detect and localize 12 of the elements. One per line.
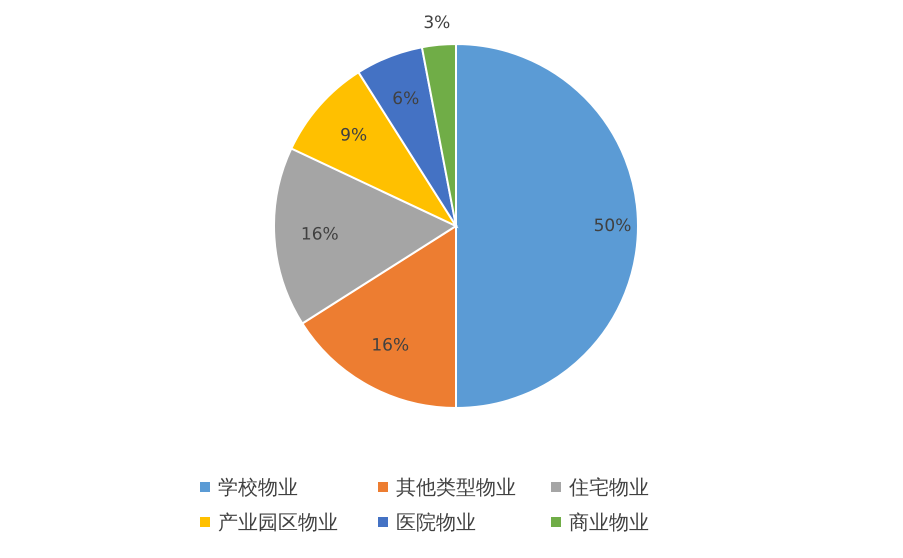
data-label: 16% [371,336,410,356]
legend-label: 其他类型物业 [396,475,516,499]
legend-label: 住宅物业 [568,475,649,499]
legend-label: 学校物业 [218,475,298,499]
data-label: 3% [423,13,450,34]
data-label: 16% [300,224,339,245]
legend-label: 产业园区物业 [218,510,338,534]
data-label: 9% [340,126,368,146]
data-label: 50% [594,216,632,236]
legend-label: 商业物业 [569,510,649,534]
data-label: 6% [392,89,420,110]
legend-label: 医院物业 [396,510,476,534]
